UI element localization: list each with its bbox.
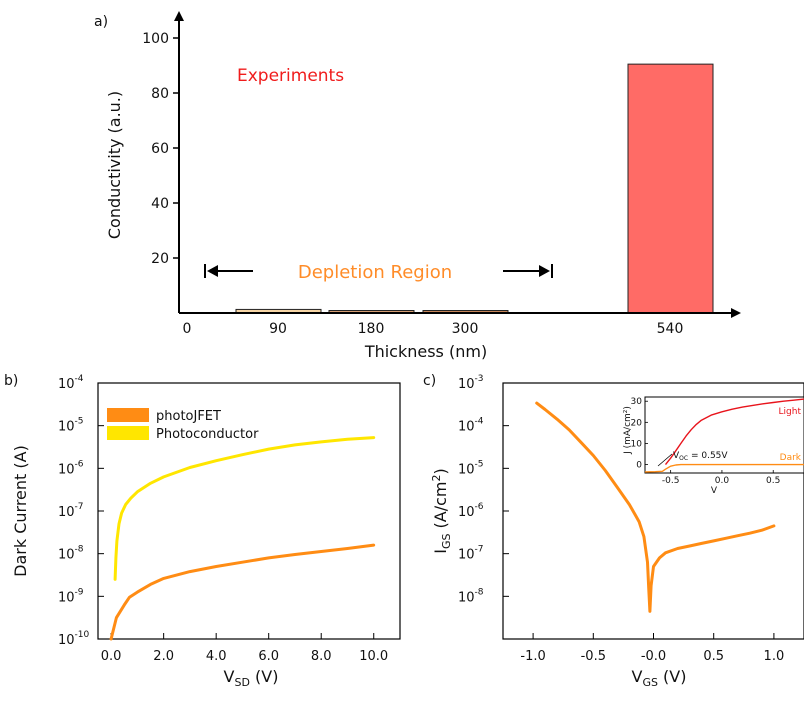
panel-a-bars: [235, 63, 714, 314]
y-tick-label: 10-4: [458, 417, 484, 435]
depletion-right-arrowhead-icon: [539, 265, 550, 277]
y-tick-label: 20: [151, 251, 169, 267]
panel-c-ticks: 10-3 10-4 10-5 10-6 10-7 10-8 -1.0 -0.5 -0.0 0.5 1…: [458, 374, 784, 664]
bar-540: [627, 63, 714, 314]
panel-a-x-axis-label: Thickness (nm): [364, 342, 487, 361]
panel-c-label: c): [423, 373, 436, 389]
x-tick-label: 10.0: [359, 649, 388, 664]
inset-dark-label: Dark: [780, 453, 802, 463]
inset-x-axis-label: V: [711, 486, 718, 496]
panel-a-x-ticks: 0 90 180 300 540: [183, 321, 684, 337]
y-tick-label: 100: [142, 31, 169, 47]
panel-b-series: [109, 436, 376, 641]
panel-a-y-axis-label: Conductivity (a.u.): [105, 91, 124, 239]
series-photoconductor: [113, 436, 376, 581]
x-tick-label: 180: [358, 321, 385, 337]
inset-x-tick-label: 0.0: [715, 476, 730, 486]
panel-a-y-axis-arrow: [174, 11, 184, 21]
y-tick-label: 10-6: [458, 502, 484, 520]
panel-b-label: b): [4, 373, 18, 389]
y-tick-label: 40: [151, 196, 169, 212]
inset-x-tick-label: -0.5: [662, 476, 680, 486]
voc-pointer-line: [657, 453, 673, 467]
x-tick-label: 8.0: [311, 649, 332, 664]
panel-b-ticks: 10-4 10-5 10-6 10-7 10-8 10-9 10-10 0.0 2.0 4.0 6.…: [58, 374, 388, 664]
panel-c-x-axis-label: VGS (V): [632, 667, 687, 689]
x-tick-label: 1.0: [764, 649, 785, 664]
y-tick-label: 10-7: [458, 545, 484, 563]
depletion-left-arrowhead-icon: [207, 265, 218, 277]
x-tick-label: 300: [452, 321, 479, 337]
inset-y-tick-label: 0: [636, 461, 642, 471]
inset-plot-frame: [644, 396, 804, 474]
y-tick-label: 60: [151, 141, 169, 157]
inset-y-axis-label: J (mA/cm²): [623, 406, 633, 455]
experiments-annotation: Experiments: [237, 66, 344, 86]
depletion-region-annotation: Depletion Region: [298, 262, 452, 283]
x-tick-label: 0.0: [101, 649, 122, 664]
x-tick-label: 90: [269, 321, 287, 337]
series-photojfet: [109, 543, 376, 641]
legend-label-photoconductor: Photoconductor: [156, 427, 259, 442]
panel-b-x-axis-label: VSD (V): [224, 667, 279, 689]
inset-y-tick-label: 10: [631, 439, 643, 449]
y-tick-label: 10-4: [58, 374, 84, 392]
inset-ticks: 0 10 20 30 -0.5 0.0 0.5: [631, 397, 781, 486]
x-tick-label: 2.0: [153, 649, 174, 664]
y-tick-label: 10-8: [458, 587, 484, 605]
x-tick-label: -1.0: [520, 649, 545, 664]
panel-a-x-axis-arrow: [731, 308, 741, 318]
inset-y-tick-label: 30: [631, 397, 643, 407]
panel-b-line-chart: 10-4 10-5 10-6 10-7 10-8 10-9 10-10 0.0 2.0 4.0 6.…: [11, 374, 401, 689]
voc-annotation: VOC = 0.55V: [673, 451, 728, 462]
panel-c-y-axis-label: IGS (A/cm2): [430, 468, 453, 554]
y-tick-label: 10-3: [458, 374, 484, 392]
inset-series-light: [664, 398, 804, 466]
panel-c-series: [535, 401, 776, 613]
inset-x-tick-label: 0.5: [766, 476, 780, 486]
y-tick-label: 10-8: [58, 545, 84, 563]
legend-label-photojfet: photoJFET: [156, 409, 221, 424]
inset-light-label: Light: [779, 407, 802, 417]
panel-a-y-ticks: 20 40 60 80 100: [142, 31, 179, 267]
x-tick-label: 540: [657, 321, 684, 337]
x-tick-label: 0: [183, 321, 192, 337]
inset-y-tick-label: 20: [631, 418, 643, 428]
y-tick-label: 10-7: [58, 502, 84, 520]
inset-series-dark: [644, 463, 804, 473]
y-tick-label: 10-5: [58, 417, 84, 435]
inset-series: [644, 398, 804, 473]
panel-c-inset-chart: 0 10 20 30 -0.5 0.0 0.5 Light Dark VOC = 0.55V…: [623, 396, 804, 496]
x-tick-label: -0.0: [641, 649, 666, 664]
legend-swatch-photojfet: [107, 408, 149, 422]
y-tick-label: 10-6: [58, 459, 84, 477]
panel-c-line-chart: 10-3 10-4 10-5 10-6 10-7 10-8 -1.0 -0.5 -0.0 0.5 1…: [430, 374, 804, 689]
panel-b-y-axis-label: Dark Current (A): [11, 445, 30, 577]
y-tick-label: 10-5: [458, 459, 484, 477]
legend-swatch-photoconductor: [107, 426, 149, 440]
y-tick-label: 10-9: [58, 587, 84, 605]
x-tick-label: 6.0: [258, 649, 279, 664]
x-tick-label: -0.5: [581, 649, 606, 664]
series-igs: [535, 401, 776, 613]
x-tick-label: 4.0: [206, 649, 227, 664]
y-tick-label: 10-10: [58, 630, 90, 648]
panel-a-label: a): [94, 14, 108, 30]
y-tick-label: 80: [151, 86, 169, 102]
x-tick-label: 0.5: [703, 649, 724, 664]
